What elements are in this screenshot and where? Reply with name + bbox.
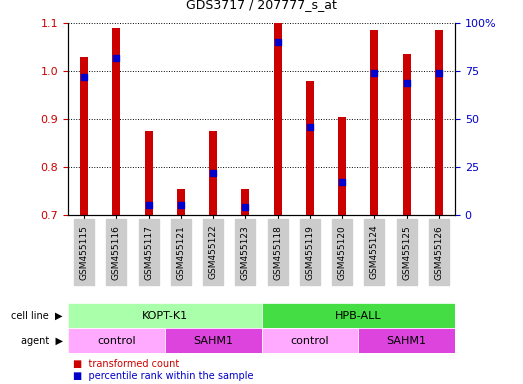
- Point: [435, 70, 443, 76]
- Point: [241, 204, 249, 210]
- Text: ■  transformed count: ■ transformed count: [73, 359, 179, 369]
- Point: [209, 170, 218, 176]
- Bar: [209, 131, 217, 384]
- Bar: [274, 23, 282, 384]
- Text: cell line  ▶: cell line ▶: [12, 311, 63, 321]
- Bar: [403, 54, 411, 384]
- Text: control: control: [97, 336, 135, 346]
- Point: [177, 202, 185, 209]
- Point: [370, 70, 379, 76]
- Bar: [112, 28, 120, 384]
- Bar: [241, 189, 249, 384]
- Text: control: control: [291, 336, 329, 346]
- Bar: [165, 328, 262, 353]
- Bar: [68, 303, 262, 328]
- Bar: [80, 56, 88, 384]
- Bar: [435, 30, 443, 384]
- Bar: [370, 30, 379, 384]
- Text: GDS3717 / 207777_s_at: GDS3717 / 207777_s_at: [186, 0, 337, 12]
- Text: HPB-ALL: HPB-ALL: [335, 311, 382, 321]
- Text: SAHM1: SAHM1: [193, 336, 233, 346]
- Bar: [338, 117, 346, 384]
- Bar: [177, 189, 185, 384]
- Point: [274, 39, 282, 45]
- Bar: [306, 81, 314, 384]
- Bar: [262, 328, 358, 353]
- Bar: [262, 303, 455, 328]
- Bar: [68, 328, 165, 353]
- Point: [112, 55, 120, 61]
- Point: [403, 79, 411, 86]
- Bar: [358, 328, 455, 353]
- Text: agent  ▶: agent ▶: [21, 336, 63, 346]
- Point: [338, 179, 346, 185]
- Point: [144, 202, 153, 209]
- Text: SAHM1: SAHM1: [386, 336, 427, 346]
- Point: [305, 124, 314, 130]
- Text: KOPT-K1: KOPT-K1: [142, 311, 188, 321]
- Point: [80, 74, 88, 80]
- Text: ■  percentile rank within the sample: ■ percentile rank within the sample: [73, 371, 254, 381]
- Bar: [144, 131, 153, 384]
